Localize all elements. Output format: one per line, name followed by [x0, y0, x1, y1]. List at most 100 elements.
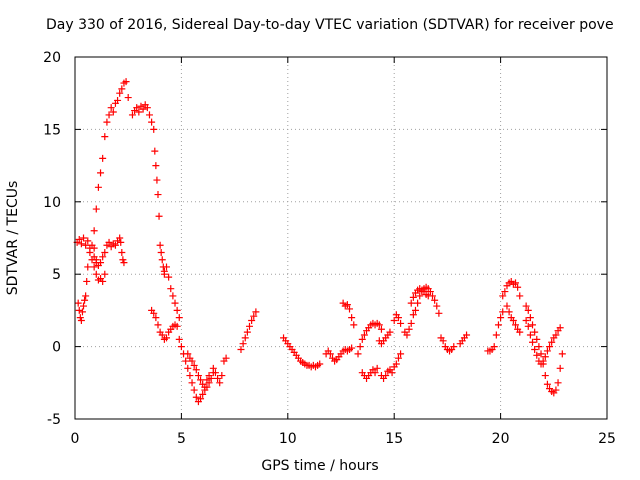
- data-point: [105, 238, 113, 246]
- data-point: [77, 317, 85, 325]
- data-point: [248, 317, 256, 325]
- data-point: [222, 354, 230, 362]
- data-point: [348, 344, 356, 352]
- data-point: [184, 350, 192, 358]
- data-point: [163, 334, 171, 342]
- data-point: [529, 321, 537, 329]
- data-point: [516, 328, 524, 336]
- data-point: [153, 176, 161, 184]
- data-point: [348, 314, 356, 322]
- data-point: [105, 111, 113, 119]
- y-tick-label: 15: [43, 122, 61, 138]
- data-point: [197, 395, 205, 403]
- data-point: [90, 263, 98, 271]
- data-points: [73, 78, 566, 406]
- data-point: [184, 364, 192, 372]
- data-point: [194, 372, 202, 380]
- data-point: [82, 241, 90, 249]
- data-point: [192, 366, 200, 374]
- y-tick-label: -5: [47, 412, 61, 428]
- data-point: [394, 314, 402, 322]
- x-tick-label: 10: [279, 431, 297, 447]
- data-point: [501, 288, 509, 296]
- data-point: [197, 376, 205, 384]
- data-point: [101, 248, 109, 256]
- data-point: [218, 372, 226, 380]
- x-tick-label: 20: [492, 431, 510, 447]
- data-point: [152, 314, 160, 322]
- y-tick-label: 0: [52, 340, 61, 356]
- data-point: [409, 311, 417, 319]
- data-point: [243, 328, 251, 336]
- data-point: [118, 85, 126, 93]
- data-point: [548, 338, 556, 346]
- data-point: [394, 354, 402, 362]
- chart-title: Day 330 of 2016, Sidereal Day-to-day VTE…: [46, 17, 614, 33]
- data-point: [80, 302, 88, 310]
- data-point: [199, 390, 207, 398]
- data-point: [382, 372, 390, 380]
- data-point: [145, 111, 153, 119]
- data-point: [124, 94, 132, 102]
- data-point: [90, 244, 98, 252]
- data-point: [158, 331, 166, 339]
- data-point: [241, 334, 249, 342]
- data-point: [175, 335, 183, 343]
- data-point: [74, 299, 82, 307]
- x-axis-label: GPS time / hours: [261, 458, 379, 474]
- data-point: [407, 319, 415, 327]
- data-point: [558, 350, 566, 358]
- data-point: [78, 308, 86, 316]
- data-point: [343, 301, 351, 309]
- data-point: [503, 302, 511, 310]
- data-point: [175, 314, 183, 322]
- tick-layer: 0 5 10 15 20 25 -5 0 5 10 15 20: [43, 50, 616, 447]
- data-point: [114, 96, 122, 104]
- data-point: [435, 309, 443, 317]
- data-point: [154, 321, 162, 329]
- data-point: [117, 238, 125, 246]
- data-point: [122, 78, 130, 86]
- data-point: [103, 118, 111, 126]
- y-tick-label: 10: [43, 195, 61, 211]
- data-point: [99, 154, 107, 162]
- data-point: [92, 270, 100, 278]
- data-point: [358, 335, 366, 343]
- data-point: [118, 248, 126, 256]
- data-point: [526, 314, 534, 322]
- data-point: [109, 108, 117, 116]
- data-point: [99, 277, 107, 285]
- data-point: [556, 364, 564, 372]
- data-point: [522, 302, 530, 310]
- data-point: [154, 191, 162, 199]
- data-point: [86, 248, 94, 256]
- data-point: [524, 306, 532, 314]
- data-point: [188, 357, 196, 365]
- data-point: [209, 364, 217, 372]
- data-point: [116, 89, 124, 97]
- data-point: [497, 314, 505, 322]
- data-point: [326, 350, 334, 358]
- data-point: [99, 253, 107, 261]
- x-tick-label: 5: [177, 431, 186, 447]
- data-point: [354, 350, 362, 358]
- data-point: [101, 133, 109, 141]
- data-point: [157, 248, 165, 256]
- data-point: [82, 292, 90, 300]
- data-point: [177, 343, 185, 351]
- data-point: [543, 347, 551, 355]
- data-point: [81, 296, 89, 304]
- y-tick-label: 20: [43, 50, 61, 66]
- data-point: [529, 338, 537, 346]
- data-point: [250, 312, 258, 320]
- data-point: [411, 306, 419, 314]
- data-point: [552, 386, 560, 394]
- data-point: [111, 241, 119, 249]
- data-point: [386, 328, 394, 336]
- data-point: [186, 372, 194, 380]
- data-point: [511, 321, 519, 329]
- data-point: [511, 279, 519, 287]
- data-point: [516, 292, 524, 300]
- data-point: [173, 322, 181, 330]
